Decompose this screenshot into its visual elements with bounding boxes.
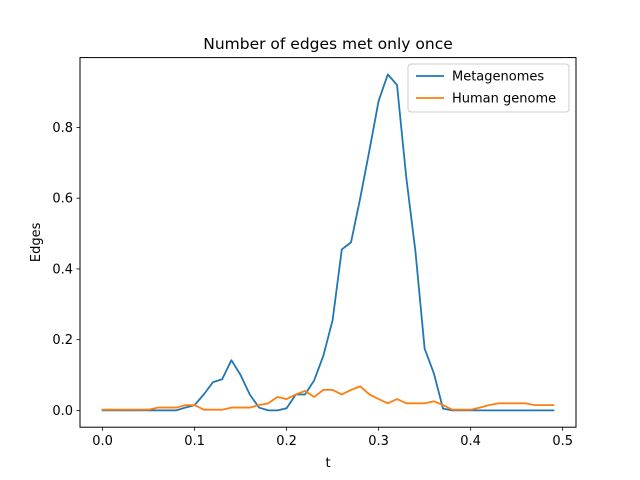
x-tick-label: 0.3 (368, 434, 389, 449)
y-tick-label: 0.2 (52, 333, 73, 348)
series-line-2 (101, 385, 555, 411)
x-tick-label: 0.2 (276, 434, 297, 449)
series-line-1 (101, 73, 555, 412)
x-tick-label: 0.4 (460, 434, 481, 449)
y-tick-label: 0.8 (52, 121, 73, 136)
y-axis-label: Edges (29, 222, 44, 262)
x-tick-label: 0.5 (552, 434, 573, 449)
y-tick-label: 0.6 (52, 192, 73, 207)
y-tick-label: 0.4 (52, 262, 73, 277)
y-tick-label: 0.0 (52, 404, 73, 419)
axes-layer: 0.0 0.1 0.2 0.3 0.4 0.5 0.0 0.2 0.4 0.6 0.8 (52, 121, 573, 449)
x-tick-label: 0.1 (184, 434, 205, 449)
x-tick-label: 0.0 (92, 434, 113, 449)
series-layer (101, 73, 555, 412)
legend: Metagenomes Human genome (407, 63, 570, 113)
legend-box (407, 63, 570, 113)
plot-area-frame (79, 57, 577, 428)
legend-label-1: Metagenomes (452, 70, 544, 85)
x-axis-label: t (325, 456, 330, 471)
legend-label-2: Human genome (452, 92, 556, 107)
chart-title: Number of edges met only once (203, 35, 453, 53)
